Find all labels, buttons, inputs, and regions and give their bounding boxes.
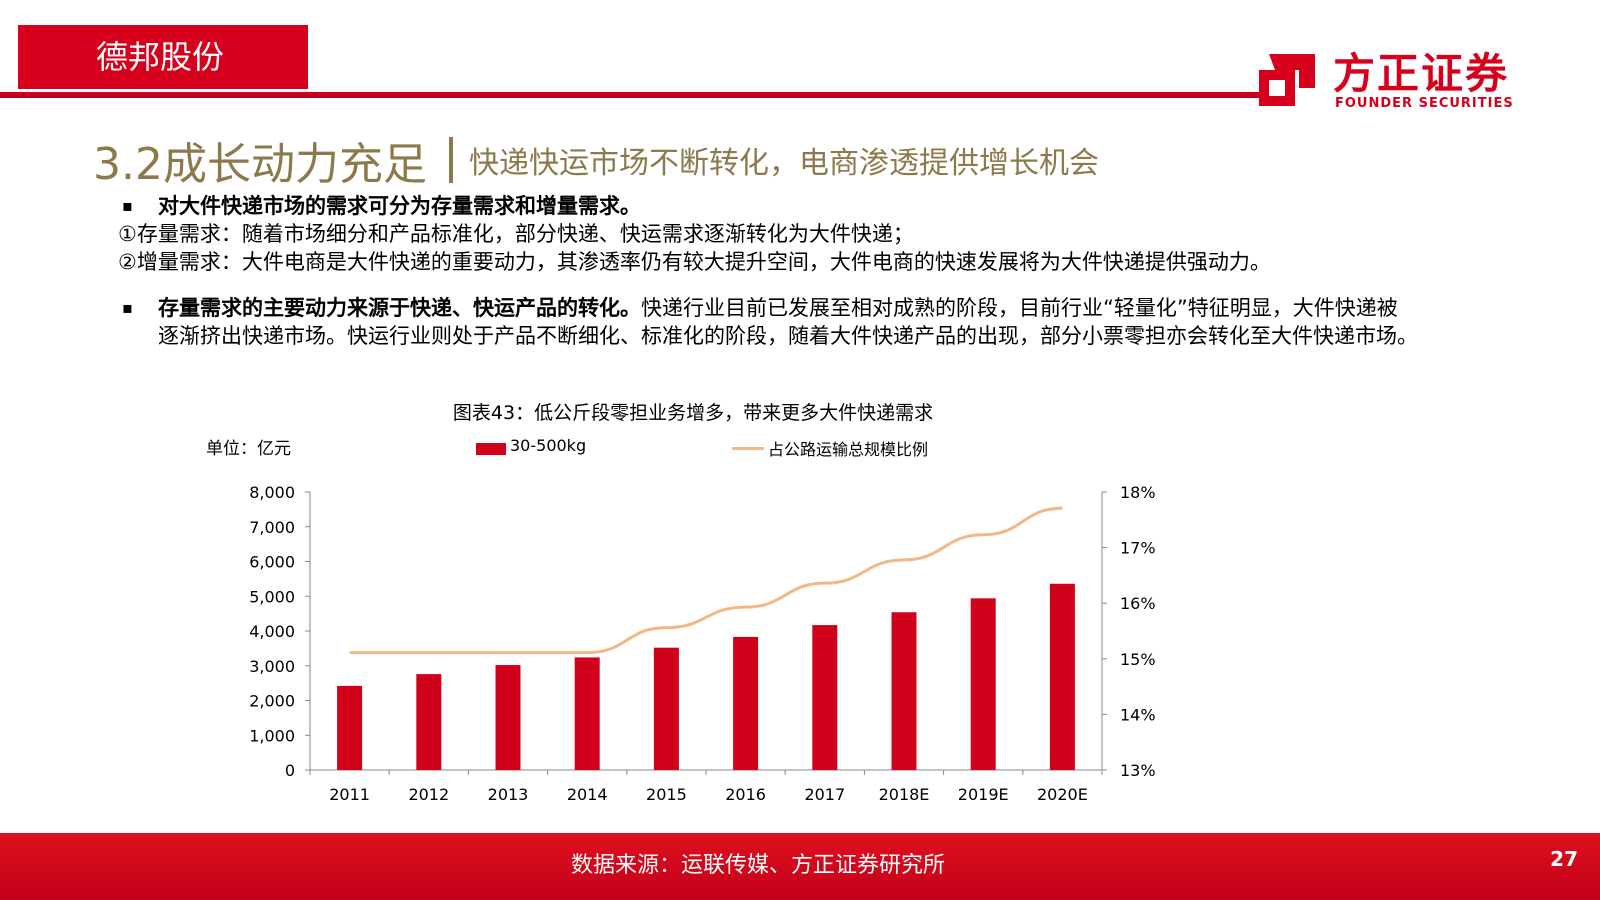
chart-unit-label: 单位：亿元 [206, 439, 291, 459]
footer-bar: 数据来源：运联传媒、方正证券研究所 27 [0, 833, 1600, 900]
right-axis-tick-label: 17% [1120, 539, 1156, 558]
bar-2015 [653, 647, 679, 770]
legend-line-label: 占公路运输总规模比例 [768, 440, 929, 459]
x-axis-label-2019E: 2019E [958, 785, 1009, 804]
bar-2013 [495, 665, 521, 770]
section-subtitle: 快递快运市场不断转化，电商渗透提供增长机会 [468, 146, 1099, 181]
logo-chinese-text: 方正证券 [1333, 49, 1510, 98]
left-axis-tick-label: 3,000 [249, 657, 295, 676]
bar-2017 [812, 625, 838, 770]
legend-line-swatch [732, 447, 764, 450]
bar-2020E [1049, 583, 1075, 770]
page-number: 27 [1550, 847, 1578, 871]
right-axis-tick-label: 15% [1120, 650, 1156, 669]
right-axis-tick-label: 13% [1120, 761, 1156, 780]
bar-2016 [733, 636, 759, 770]
logo-english-text: FOUNDER SECURITIES [1335, 96, 1514, 111]
x-axis-label-2020E: 2020E [1037, 785, 1088, 804]
ratio-line [349, 506, 1063, 655]
left-axis-tick-label: 6,000 [249, 553, 295, 572]
x-axis-label-2016: 2016 [725, 785, 766, 804]
right-axis-tick-label: 14% [1120, 705, 1156, 724]
incremental-demand-line: ②增量需求：大件电商是大件快递的重要动力，其渗透率仍有较大提升空间，大件电商的快… [118, 250, 1271, 274]
bullet-icon: ▪ [122, 298, 133, 317]
x-axis-label-2017: 2017 [804, 785, 845, 804]
left-axis-tick-label: 7,000 [249, 518, 295, 537]
left-axis-tick-label: 0 [285, 761, 295, 780]
chart-caption: 图表43：低公斤段零担业务增多，带来更多大件快递需求 [452, 402, 934, 424]
bullet-2-text: 快递行业目前已发展至相对成熟的阶段，目前行业“轻量化”特征明显，大件快递被逐渐挤… [158, 296, 1418, 348]
left-axis-tick-label: 4,000 [249, 622, 295, 641]
bullet-2-heading: 存量需求的主要动力来源于快递、快运产品的转化。 [158, 296, 641, 320]
stock-demand-line: ①存量需求：随着市场细分和产品标准化，部分快递、快运需求逐渐转化为大件快递； [118, 222, 914, 246]
slide-title: 3.2成长动力充足 快递快运市场不断转化，电商渗透提供增长机会 [93, 128, 1099, 190]
legend-bar-label: 30-500kg [510, 436, 587, 455]
x-axis-label-2014: 2014 [567, 785, 608, 804]
left-axis-tick-label: 5,000 [249, 587, 295, 606]
left-axis-tick-label: 1,000 [249, 726, 295, 745]
x-axis-label-2015: 2015 [646, 785, 687, 804]
header-divider [0, 92, 1262, 98]
right-axis-tick-label: 16% [1120, 594, 1156, 613]
x-axis-label-2013: 2013 [488, 785, 529, 804]
x-axis-label-2012: 2012 [408, 785, 449, 804]
section-title: 3.2成长动力充足 [93, 139, 427, 190]
left-axis-tick-label: 2,000 [249, 692, 295, 711]
x-axis-label-2011: 2011 [329, 785, 370, 804]
bar-2014 [574, 657, 600, 770]
founder-securities-logo: 方正证券 FOUNDER SECURITIES [1255, 38, 1585, 118]
bar-2011 [337, 685, 363, 770]
title-separator [448, 137, 453, 183]
right-axis-tick-label: 18% [1120, 483, 1156, 502]
company-name-tab: 德邦股份 [18, 25, 308, 89]
data-source-note: 数据来源：运联传媒、方正证券研究所 [570, 853, 945, 878]
bar-2019E [970, 598, 996, 770]
x-axis-label-2018E: 2018E [879, 785, 930, 804]
left-axis-tick-label: 8,000 [249, 483, 295, 502]
founder-logo-icon [1259, 54, 1315, 106]
body-text: ▪ 对大件快递市场的需求可分为存量需求和增量需求。 ①存量需求：随着市场细分和产… [118, 192, 1418, 350]
bullet-1: ▪ 对大件快递市场的需求可分为存量需求和增量需求。 [118, 192, 1418, 220]
legend-bar-swatch [476, 443, 506, 455]
bullet-2: ▪ 存量需求的主要动力来源于快递、快运产品的转化。快递行业目前已发展至相对成熟的… [118, 294, 1418, 350]
bullet-icon: ▪ [122, 196, 133, 215]
bar-2012 [416, 674, 442, 770]
bullet-1-heading: 对大件快递市场的需求可分为存量需求和增量需求。 [158, 194, 641, 218]
bar-2018E [891, 612, 917, 770]
